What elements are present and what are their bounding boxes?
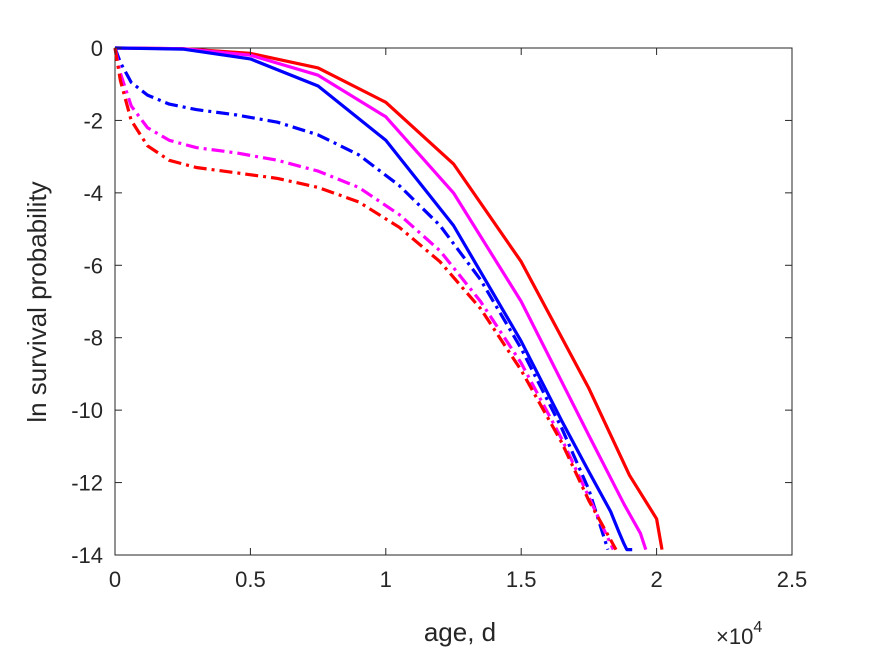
axes-box xyxy=(114,47,793,556)
x-exponent-label: ×104 xyxy=(716,619,762,649)
ticks-layer xyxy=(114,47,793,556)
x-tick-label: 0 xyxy=(109,567,121,592)
y-tick-label: -6 xyxy=(83,253,103,278)
x-exponent-base: ×10 xyxy=(716,624,753,649)
x-axis-label: age, d xyxy=(424,617,496,647)
y-tick-label: -8 xyxy=(83,326,103,351)
plot-frame xyxy=(114,47,793,556)
x-tick-label: 2.5 xyxy=(777,567,808,592)
series-line-4 xyxy=(113,47,610,551)
series-layer xyxy=(113,46,664,552)
y-tick-label: -4 xyxy=(83,181,103,206)
x-exponent-power: 4 xyxy=(753,619,762,636)
tick-labels-layer: 0 0.5 1 1.5 2 2.5 0 -2 -4 -6 -8 -10 -12 -14 xyxy=(71,36,807,592)
y-tick-label: -14 xyxy=(71,543,103,568)
x-tick-label: 1.5 xyxy=(506,567,537,592)
x-tick-label: 2 xyxy=(650,567,662,592)
x-tick-label: 0.5 xyxy=(235,567,266,592)
y-tick-label: -2 xyxy=(83,108,103,133)
y-axis-label: ln survival probability xyxy=(22,181,52,422)
series-line-3 xyxy=(114,46,633,552)
y-tick-label: 0 xyxy=(91,36,103,61)
series-line-2 xyxy=(114,46,648,551)
y-tick-label: -12 xyxy=(71,471,103,496)
series-line-5 xyxy=(113,47,615,551)
y-tick-label: -10 xyxy=(71,398,103,423)
x-tick-label: 1 xyxy=(380,567,392,592)
